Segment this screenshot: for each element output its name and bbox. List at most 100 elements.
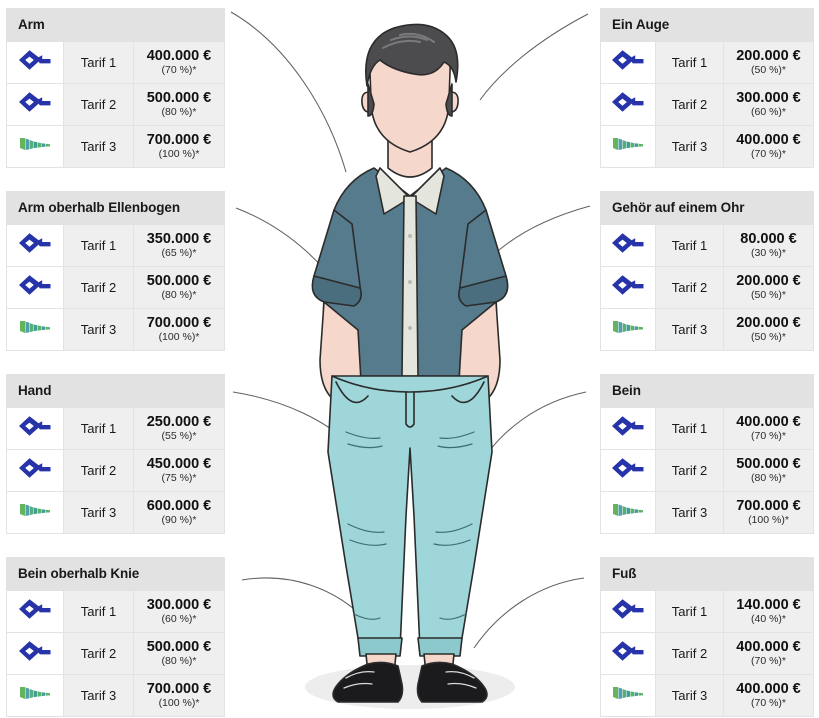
tariff-value-cell: 500.000 € (80 %)* (133, 632, 225, 675)
tariff-name: Tarif 1 (80, 54, 117, 70)
blue-diamond-arrow-icon (16, 638, 54, 664)
payout-percent: (80 %)* (161, 289, 197, 302)
tariff-label-cell: Tarif 3 (655, 491, 724, 534)
panel-title-fuss: Fuß (600, 557, 814, 591)
blue-diamond-arrow-icon (609, 638, 647, 664)
tariff-table-gehoer-auf-einem-ohr: Tarif 1 80.000 € (30 %)* Tarif 2 200.000 € (5… (600, 224, 814, 351)
table-row[interactable]: Tarif 2 300.000 € (60 %)* (600, 83, 814, 126)
blue-diamond-arrow-icon (609, 89, 647, 115)
table-row[interactable]: Tarif 2 400.000 € (70 %)* (600, 632, 814, 675)
payout-percent: (60 %)* (750, 106, 786, 119)
tariff-value-cell: 400.000 € (70 %)* (133, 41, 225, 84)
table-row[interactable]: Tarif 3 400.000 € (70 %)* (600, 674, 814, 717)
table-row[interactable]: Tarif 1 250.000 € (55 %)* (6, 407, 225, 450)
tariff-icon-cell (6, 83, 64, 126)
table-row[interactable]: Tarif 1 140.000 € (40 %)* (600, 590, 814, 633)
table-row[interactable]: Tarif 3 700.000 € (100 %)* (600, 491, 814, 534)
payout-percent: (80 %)* (750, 472, 786, 485)
table-row[interactable]: Tarif 1 400.000 € (70 %)* (600, 407, 814, 450)
green-striped-bar-icon (16, 131, 54, 157)
table-row[interactable]: Tarif 3 200.000 € (50 %)* (600, 308, 814, 351)
table-row[interactable]: Tarif 1 80.000 € (30 %)* (600, 224, 814, 267)
table-row[interactable]: Tarif 3 700.000 € (100 %)* (6, 125, 225, 168)
table-row[interactable]: Tarif 2 200.000 € (50 %)* (600, 266, 814, 309)
payout-amount: 500.000 € (146, 89, 212, 106)
green-striped-bar-icon (16, 497, 54, 523)
table-row[interactable]: Tarif 3 600.000 € (90 %)* (6, 491, 225, 534)
tariff-value-cell: 600.000 € (90 %)* (133, 491, 225, 534)
green-striped-bar-icon (609, 497, 647, 523)
tariff-table-ein-auge: Tarif 1 200.000 € (50 %)* Tarif 2 300.000 €(… (600, 41, 814, 168)
table-row[interactable]: Tarif 2 500.000 € (80 %)* (6, 632, 225, 675)
table-row[interactable]: Tarif 1 400.000 € (70 %)* (6, 41, 225, 84)
tariff-value-cell: 200.000 € (50 %)* (723, 308, 814, 351)
table-row[interactable]: Tarif 1 300.000 € (60 %)* (6, 590, 225, 633)
tariff-value-cell: 500.000 € (80 %)* (133, 83, 225, 126)
blue-diamond-arrow-icon (16, 413, 54, 439)
payout-amount: 700.000 € (736, 497, 801, 514)
table-row[interactable]: Tarif 2 500.000 € (80 %)* (6, 266, 225, 309)
tariff-table-bein: Tarif 1 400.000 € (70 %)* Tarif 2 500.000 €(… (600, 407, 814, 534)
standing-man-illustration (230, 11, 591, 709)
tariff-value-cell: 300.000 € (60 %)* (133, 590, 225, 633)
payout-percent: (100 %)* (748, 514, 789, 527)
payout-amount: 450.000 € (146, 455, 212, 472)
tariff-value-cell: 400.000 € (70 %)* (723, 674, 814, 717)
tariff-name: Tarif 1 (671, 54, 708, 70)
payout-amount: 700.000 € (146, 680, 212, 697)
payout-amount: 80.000 € (740, 230, 797, 247)
blue-diamond-arrow-icon (609, 272, 647, 298)
tariff-name: Tarif 3 (671, 322, 708, 337)
payout-amount: 400.000 € (736, 413, 801, 430)
tariff-value-cell: 400.000 € (70 %)* (723, 632, 814, 675)
payout-amount: 350.000 € (146, 230, 212, 247)
payout-amount: 200.000 € (736, 314, 801, 331)
tariff-label-cell: Tarif 3 (655, 674, 724, 717)
payout-percent: (100 %)* (158, 697, 200, 710)
tariff-name: Tarif 3 (671, 688, 708, 703)
payout-percent: (50 %)* (750, 63, 786, 76)
tariff-icon-cell (600, 41, 656, 84)
table-row[interactable]: Tarif 3 700.000 € (100 %)* (6, 308, 225, 351)
tariff-name: Tarif 2 (671, 646, 708, 661)
payout-amount: 400.000 € (736, 638, 801, 655)
table-row[interactable]: Tarif 3 400.000 € (70 %)* (600, 125, 814, 168)
tariff-name: Tarif 2 (671, 97, 708, 112)
panel-title-hand: Hand (6, 374, 225, 408)
table-row[interactable]: Tarif 2 500.000 € (80 %)* (6, 83, 225, 126)
tariff-value-cell: 700.000 € (100 %)* (133, 308, 225, 351)
tariff-icon-cell (6, 224, 64, 267)
tariff-icon-cell (600, 125, 656, 168)
payout-percent: (70 %)* (750, 697, 786, 710)
tariff-label-cell: Tarif 1 (655, 41, 724, 84)
table-row[interactable]: Tarif 2 450.000 € (75 %)* (6, 449, 225, 492)
table-row[interactable]: Tarif 1 350.000 € (65 %)* (6, 224, 225, 267)
blue-diamond-arrow-icon (16, 596, 54, 622)
tariff-panel-ein-auge: Ein Auge Tarif 1 200.000 € (50 %)* Tarif 2 30… (600, 8, 814, 168)
blue-diamond-arrow-icon (16, 89, 54, 115)
tariff-icon-cell (600, 632, 656, 675)
tariff-icon-cell (600, 224, 656, 267)
tariff-name: Tarif 2 (80, 280, 117, 295)
table-row[interactable]: Tarif 1 200.000 € (50 %)* (600, 41, 814, 84)
tariff-name: Tarif 2 (80, 97, 117, 112)
green-striped-bar-icon (609, 314, 647, 340)
blue-diamond-arrow-icon (609, 455, 647, 481)
table-row[interactable]: Tarif 3 700.000 € (100 %)* (6, 674, 225, 717)
tariff-icon-cell (600, 266, 656, 309)
tariff-icon-cell (600, 308, 656, 351)
tariff-icon-cell (6, 590, 64, 633)
tariff-table-arm-oberhalb-ellenbogen: Tarif 1 350.000 € (65 %)* Tarif 2 500.000 €(… (6, 224, 225, 351)
tariff-name: Tarif 3 (671, 505, 708, 520)
tariff-label-cell: Tarif 3 (63, 491, 134, 534)
blue-diamond-arrow-icon (609, 596, 647, 622)
table-row[interactable]: Tarif 2 500.000 € (80 %)* (600, 449, 814, 492)
payout-amount: 700.000 € (146, 131, 212, 148)
tariff-icon-cell (6, 125, 64, 168)
green-striped-bar-icon (609, 131, 647, 157)
payout-percent: (60 %)* (161, 612, 197, 625)
tariff-label-cell: Tarif 3 (655, 125, 724, 168)
payout-percent: (40 %)* (750, 612, 786, 625)
green-striped-bar-icon (16, 680, 54, 706)
